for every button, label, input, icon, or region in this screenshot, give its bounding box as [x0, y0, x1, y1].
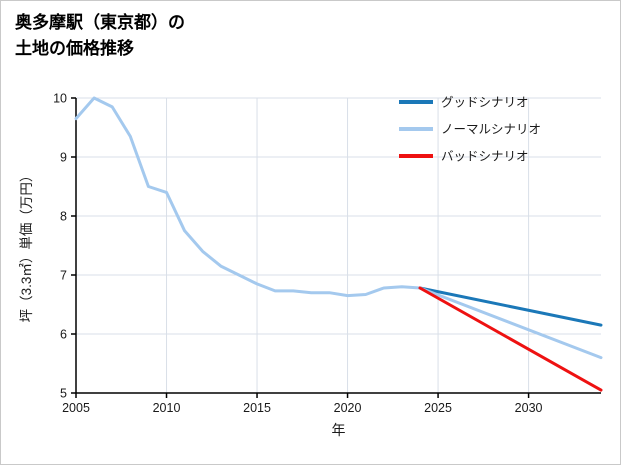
y-tick-label: 8	[60, 210, 67, 224]
y-tick-label: 5	[60, 387, 67, 401]
scenario-line-1	[418, 286, 603, 360]
x-tick-label: 2010	[153, 401, 181, 415]
y-tick-label: 6	[60, 328, 67, 342]
x-tick-label: 2020	[334, 401, 362, 415]
legend-label-1: ノーマルシナリオ	[441, 123, 541, 137]
history-line	[74, 96, 422, 298]
x-tick-label: 2025	[424, 401, 452, 415]
y-axis-label: 坪（3.3㎡）単価（万円）	[19, 169, 34, 323]
x-tick-label: 2005	[62, 401, 90, 415]
x-axis-label: 年	[332, 422, 346, 438]
x-tick-label: 2030	[515, 401, 543, 415]
x-tick-label: 2015	[243, 401, 271, 415]
y-tick-label: 10	[53, 92, 67, 106]
y-tick-label: 9	[60, 151, 67, 165]
legend-label-2: バッドシナリオ	[441, 150, 529, 164]
chart-title-line2: 土地の価格推移	[15, 38, 134, 58]
scenario-line-0	[418, 286, 603, 327]
y-tick-label: 7	[60, 269, 67, 283]
chart-title: 奥多摩駅（東京都）の 土地の価格推移	[15, 10, 185, 61]
chart-title-line1: 奥多摩駅（東京都）の	[15, 13, 185, 32]
legend-label-0: グッドシナリオ	[441, 96, 529, 110]
scenario-line-2	[418, 286, 603, 392]
